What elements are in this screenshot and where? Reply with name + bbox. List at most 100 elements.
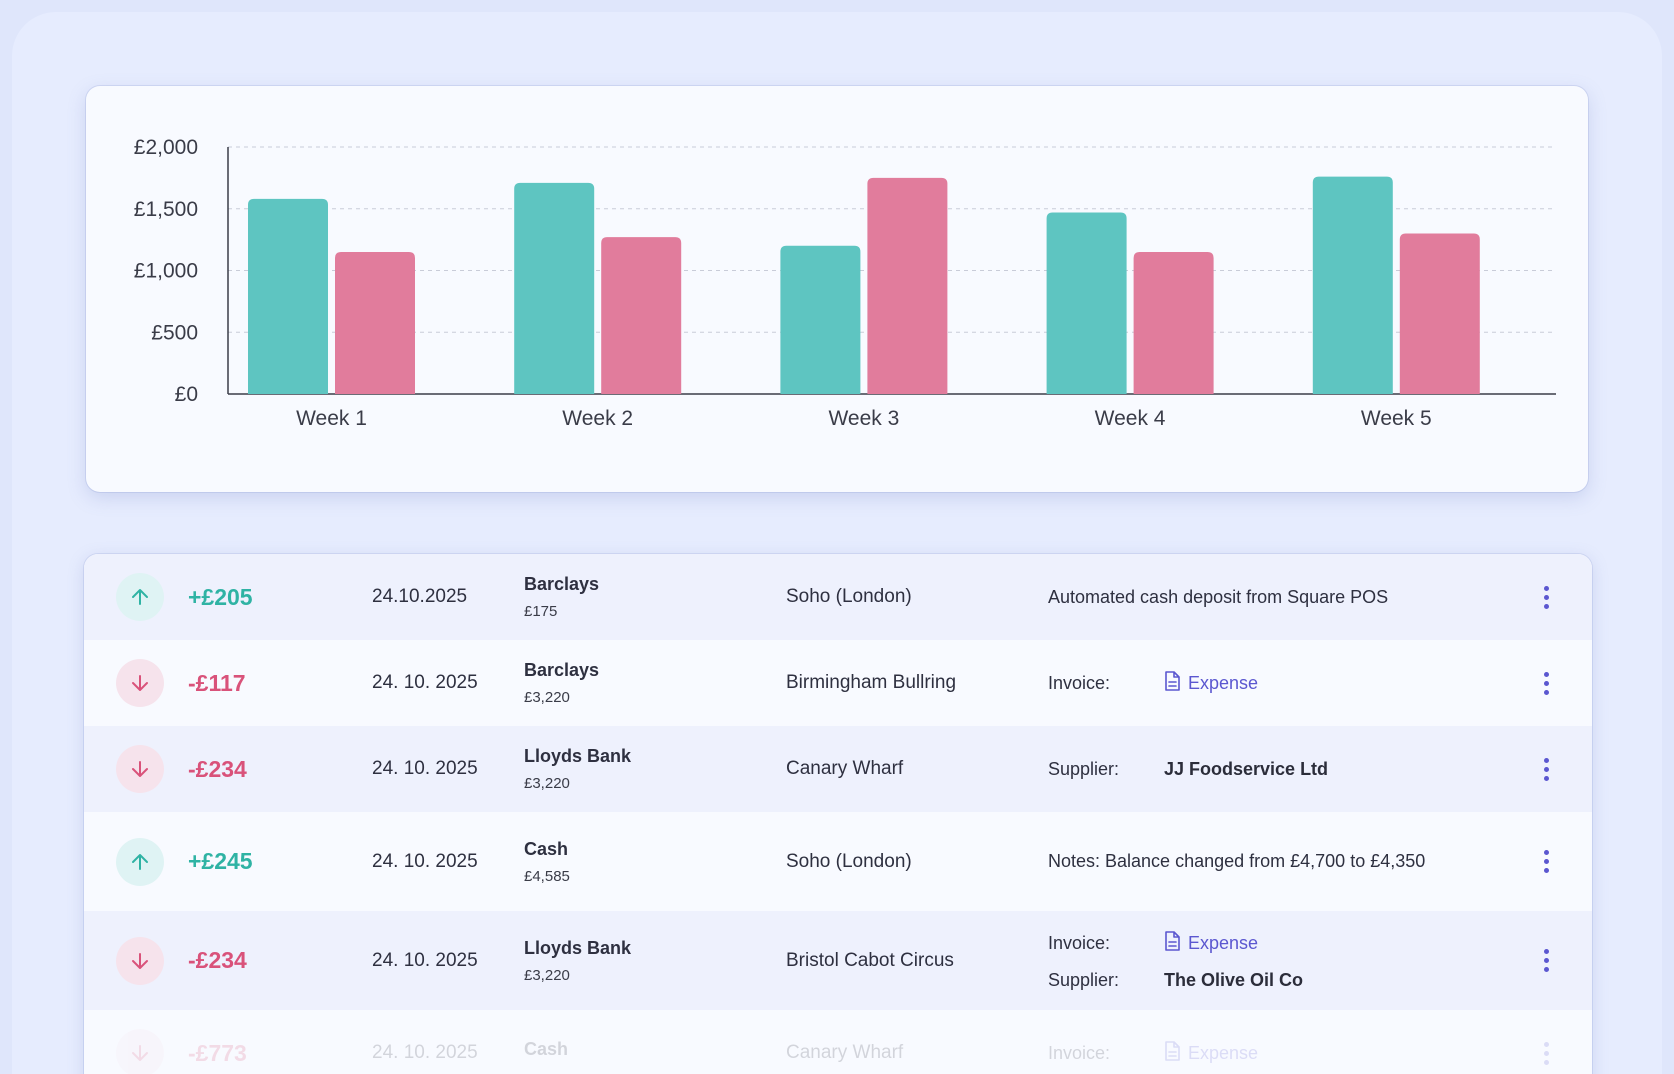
transaction-note: Automated cash deposit from Square POS (1048, 586, 1389, 607)
account-balance: £3,220 (524, 689, 570, 706)
bar (867, 177, 948, 394)
transaction-details: Automated cash deposit from Square POS (1048, 587, 1388, 608)
transaction-details: Invoice: Expense Supplier: The Olive Oil … (1048, 930, 1304, 991)
bar (1133, 251, 1214, 394)
transaction-date: 24. 10. 2025 (372, 758, 478, 779)
arrow-down-icon (116, 659, 164, 707)
transaction-amount: -£773 (188, 1039, 247, 1066)
transaction-row[interactable]: +£245 24. 10. 2025 Cash £4,585 Soho (Lond… (84, 812, 1592, 911)
bar (248, 198, 328, 394)
bar (335, 251, 415, 394)
transaction-row[interactable]: -£117 24. 10. 2025 Barclays £3,220 Birmin… (84, 640, 1592, 726)
transaction-date: 24.10.2025 (372, 586, 468, 607)
transaction-amount: -£234 (188, 755, 247, 782)
invoice-link-label: Expense (1188, 672, 1259, 693)
x-tick-label: Week 2 (562, 407, 633, 430)
account: Lloyds Bank £3,220 (524, 938, 631, 984)
account-balance: £175 (524, 603, 558, 620)
arrow-up-icon (116, 837, 164, 886)
transaction-amount: +£205 (188, 583, 253, 610)
transaction-row[interactable]: +£205 24.10.2025 Barclays £175 Soho (Lond… (84, 554, 1592, 640)
account: Barclays £3,220 (524, 660, 599, 706)
more-vertical-icon[interactable] (1536, 1038, 1556, 1068)
invoice-link-label: Expense (1188, 932, 1259, 953)
account-name: Barclays (524, 660, 600, 680)
account-balance: £3,220 (524, 966, 570, 984)
account-name: Cash (524, 1038, 569, 1059)
x-tick-label: Week 5 (1361, 407, 1432, 430)
account-name: Lloyds Bank (524, 937, 632, 958)
invoice-link-label: Expense (1188, 1042, 1259, 1063)
transaction-location: Canary Wharf (786, 758, 904, 779)
bar (1312, 176, 1393, 394)
supplier-name: The Olive Oil Co (1164, 969, 1304, 990)
more-vertical-icon[interactable] (1536, 946, 1556, 976)
x-tick-label: Week 1 (296, 407, 367, 430)
bar-chart: £0 £500 £1,000 £1,500 £2,000 Week 1 Week 2 Week… (134, 136, 1556, 430)
document-icon (1164, 930, 1180, 956)
document-icon (1164, 670, 1180, 696)
transaction-amount: -£117 (188, 669, 246, 696)
transaction-note: Notes: Balance changed from £4,700 to £4… (1048, 851, 1426, 871)
y-tick-label: £0 (175, 383, 198, 406)
transaction-amount: +£245 (188, 848, 253, 874)
account: Barclays £175 (524, 574, 599, 620)
more-vertical-icon[interactable] (1536, 582, 1556, 612)
bar (780, 245, 861, 394)
x-tick-label: Week 4 (1095, 407, 1166, 430)
transaction-details: Supplier: JJ Foodservice Ltd (1048, 759, 1328, 780)
bar (1046, 212, 1127, 394)
account-name: Cash (524, 838, 569, 859)
account-balance: £3,220 (524, 775, 570, 792)
more-vertical-icon[interactable] (1536, 754, 1556, 784)
bar (1399, 233, 1480, 394)
bar (601, 237, 682, 394)
arrow-down-icon (116, 936, 164, 985)
detail-label: Invoice: (1048, 932, 1111, 953)
transaction-row[interactable]: -£234 24. 10. 2025 Lloyds Bank £3,220 Can… (84, 726, 1592, 812)
invoice-link[interactable]: Expense (1164, 670, 1259, 696)
invoice-link[interactable]: Expense (1164, 930, 1259, 956)
y-tick-label: £2,000 (134, 136, 198, 159)
account: Lloyds Bank £3,220 (524, 746, 631, 792)
invoice-link[interactable]: Expense (1164, 1040, 1259, 1066)
detail-label: Supplier: (1048, 969, 1120, 990)
transaction-date: 24. 10. 2025 (372, 949, 478, 971)
bar (514, 182, 595, 394)
weekly-bar-chart-card: £0 £500 £1,000 £1,500 £2,000 Week 1 Week 2 Week… (86, 86, 1588, 492)
detail-label: Supplier: (1048, 758, 1120, 779)
transactions-list: +£205 24.10.2025 Barclays £175 Soho (Lond… (84, 554, 1592, 1074)
transaction-date: 24. 10. 2025 (372, 1042, 478, 1063)
y-tick-label: £1,500 (134, 198, 198, 221)
transaction-location: Soho (London) (786, 586, 912, 607)
account-name: Lloyds Bank (524, 746, 632, 766)
transaction-location: Birmingham Bullring (786, 672, 957, 693)
y-tick-label: £1,000 (134, 260, 198, 283)
transaction-row[interactable]: -£234 24. 10. 2025 Lloyds Bank £3,220 Bri… (84, 911, 1592, 1010)
x-tick-label: Week 3 (828, 407, 899, 430)
account-name: Barclays (524, 574, 600, 594)
detail-label: Invoice: (1048, 672, 1111, 693)
account-balance: £4,585 (524, 867, 570, 885)
transaction-date: 24. 10. 2025 (372, 672, 478, 693)
transaction-location: Soho (London) (786, 850, 912, 872)
transaction-date: 24. 10. 2025 (372, 850, 478, 872)
transaction-row[interactable]: -£773 24. 10. 2025 Cash Canary Wharf Invoi… (84, 1010, 1592, 1074)
transaction-location: Bristol Cabot Circus (786, 949, 954, 971)
arrow-up-icon (116, 573, 164, 621)
app-frame: £0 £500 £1,000 £1,500 £2,000 Week 1 Week 2 Week… (12, 12, 1662, 1074)
account: Cash £4,585 (524, 839, 570, 885)
document-icon (1164, 1040, 1180, 1066)
y-tick-label: £500 (151, 321, 198, 344)
arrow-down-icon (116, 1029, 164, 1074)
arrow-down-icon (116, 745, 164, 793)
detail-label: Invoice: (1048, 1042, 1111, 1063)
supplier-name: JJ Foodservice Ltd (1164, 758, 1329, 779)
transaction-details: Invoice: Expense (1048, 1040, 1259, 1066)
transaction-details: Notes: Balance changed from £4,700 to £4… (1048, 851, 1425, 872)
transaction-amount: -£234 (188, 947, 247, 973)
transaction-details: Invoice: Expense (1048, 670, 1259, 696)
transaction-location: Canary Wharf (786, 1042, 904, 1063)
more-vertical-icon[interactable] (1536, 847, 1556, 877)
more-vertical-icon[interactable] (1536, 668, 1556, 698)
